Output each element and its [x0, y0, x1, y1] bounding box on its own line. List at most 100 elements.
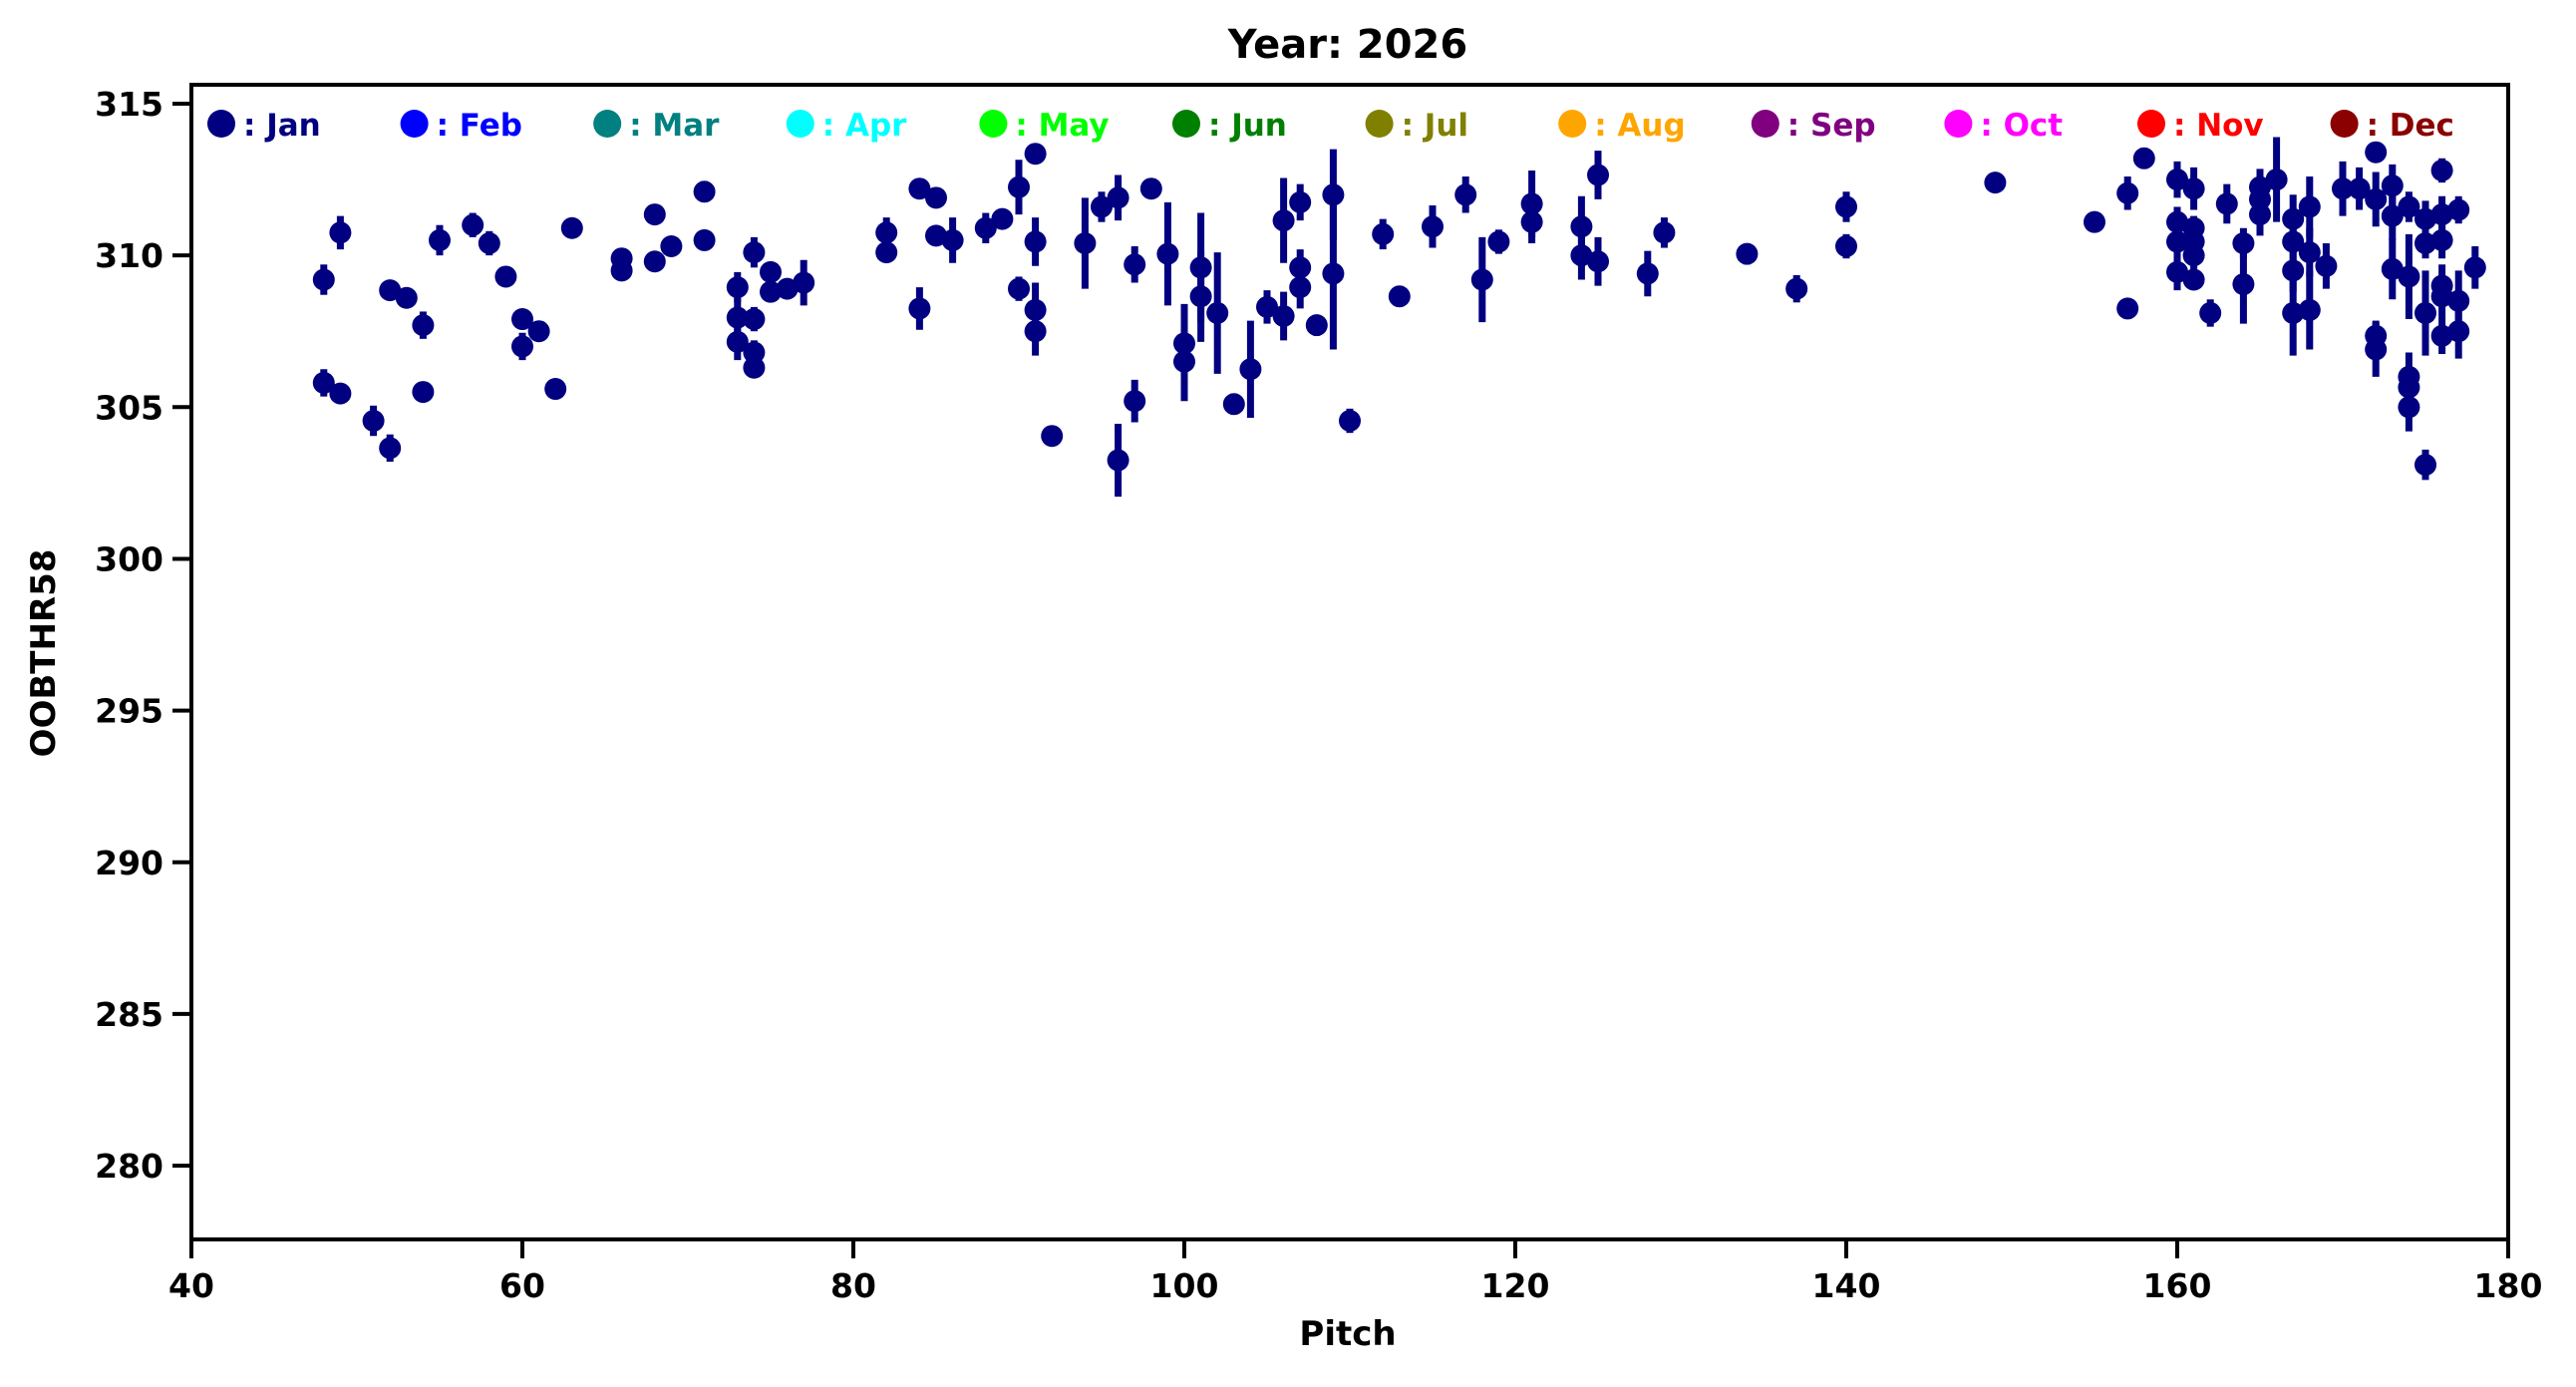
data-point	[1024, 143, 1047, 166]
data-point	[1372, 222, 1395, 245]
data-point	[2282, 207, 2305, 230]
data-point	[1074, 231, 1097, 254]
data-point	[743, 341, 766, 364]
chart-title: Year: 2026	[1227, 22, 1468, 68]
data-point	[2166, 210, 2188, 233]
data-point	[379, 437, 402, 460]
data-point	[494, 265, 517, 288]
data-point	[1206, 301, 1229, 324]
data-point	[726, 330, 749, 353]
data-point	[544, 378, 567, 401]
data-point	[2398, 396, 2420, 419]
y-tick-label: 280	[95, 1147, 163, 1186]
data-point	[2132, 147, 2155, 170]
data-point	[1454, 183, 1477, 206]
data-point	[1024, 320, 1047, 343]
legend-label-dec: : Dec	[2367, 108, 2454, 144]
data-point	[2463, 256, 2486, 279]
data-point	[2298, 195, 2321, 218]
data-point	[312, 371, 335, 394]
data-point	[1587, 164, 1609, 186]
data-point	[660, 235, 683, 258]
oct-legend-dot-icon	[1944, 110, 1973, 138]
data-point	[1107, 186, 1129, 209]
data-point	[760, 260, 782, 283]
data-point	[1008, 277, 1030, 300]
data-point	[743, 308, 766, 331]
data-point	[726, 306, 749, 329]
x-tick-label: 60	[499, 1266, 545, 1305]
data-point	[329, 382, 352, 405]
x-tick-label: 180	[2474, 1266, 2543, 1305]
y-tick-label: 295	[95, 692, 163, 731]
legend-label-may: : May	[1015, 108, 1109, 144]
data-point	[693, 228, 716, 251]
data-point	[2232, 273, 2255, 296]
legend-label-aug: : Aug	[1594, 108, 1685, 144]
jul-legend-dot-icon	[1365, 110, 1394, 138]
data-point	[2315, 254, 2338, 277]
data-point	[2116, 297, 2139, 320]
legend-label-feb: : Feb	[437, 108, 522, 144]
data-point	[1139, 177, 1162, 200]
data-point	[1570, 215, 1593, 238]
data-point	[2282, 301, 2305, 324]
data-point	[2415, 231, 2436, 254]
data-point	[2365, 338, 2388, 361]
data-point	[395, 286, 418, 309]
data-point	[1322, 183, 1345, 206]
data-point	[2298, 241, 2321, 264]
legend-label-apr: : Apr	[822, 108, 907, 144]
data-point	[1520, 210, 1543, 233]
data-point	[1422, 215, 1444, 238]
data-point	[941, 228, 964, 251]
data-point	[2116, 181, 2139, 204]
data-point	[1272, 209, 1295, 232]
data-point	[511, 308, 533, 331]
data-point	[1305, 314, 1328, 337]
data-point	[2182, 244, 2205, 267]
data-point	[1835, 195, 1857, 218]
data-point	[643, 250, 666, 273]
y-tick-label: 290	[95, 844, 163, 882]
data-point	[1091, 195, 1113, 218]
data-point	[2447, 289, 2470, 312]
y-tick-label: 305	[95, 388, 163, 427]
data-point	[1835, 235, 1857, 258]
data-point	[1984, 172, 2007, 194]
y-tick-label: 315	[95, 85, 163, 124]
jun-legend-dot-icon	[1172, 110, 1200, 138]
data-point	[1289, 190, 1312, 213]
data-point	[1041, 425, 1064, 448]
data-point	[412, 314, 435, 337]
data-point	[1256, 295, 1278, 318]
x-tick-label: 40	[168, 1266, 214, 1305]
data-point	[362, 409, 385, 432]
data-point	[2365, 141, 2388, 164]
data-point	[2415, 207, 2436, 230]
data-point	[2084, 210, 2105, 233]
legend-label-mar: : Mar	[629, 108, 720, 144]
data-point	[329, 221, 352, 244]
data-point	[1239, 358, 1262, 381]
data-point	[2215, 192, 2238, 215]
data-point	[1653, 221, 1676, 244]
y-axis-label: OOBTHR58	[24, 548, 64, 758]
data-point	[2381, 174, 2404, 197]
x-tick-label: 80	[830, 1266, 876, 1305]
sep-legend-dot-icon	[1751, 110, 1779, 138]
data-point	[1189, 285, 1212, 308]
x-tick-label: 100	[1150, 1266, 1219, 1305]
data-point	[429, 228, 451, 251]
data-point	[875, 241, 898, 264]
data-point	[2430, 228, 2453, 251]
plot-border	[189, 83, 2510, 1241]
data-point	[2430, 285, 2453, 308]
may-legend-dot-icon	[979, 110, 1008, 138]
data-point	[2365, 187, 2388, 210]
data-point	[776, 277, 799, 300]
x-tick-label: 140	[1812, 1266, 1881, 1305]
data-point	[1736, 242, 1759, 265]
data-point	[2447, 320, 2470, 343]
